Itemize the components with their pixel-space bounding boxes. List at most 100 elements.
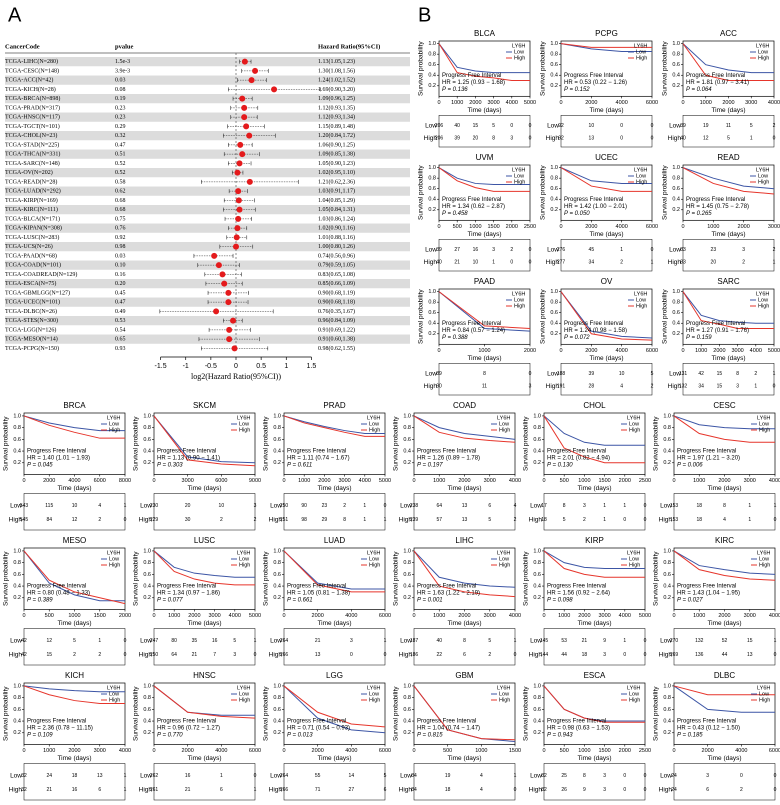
- hr-label: HR = 1.34 (0.97 − 1.86): [157, 591, 220, 597]
- x-tick-label: 0: [22, 613, 25, 619]
- y-tick-label: 0.8: [428, 52, 436, 58]
- x-tick-label: 4000: [345, 613, 357, 619]
- risk-count: 84: [411, 787, 417, 793]
- hr-label: HR = 2.36 (0.78 − 11.15): [27, 726, 93, 732]
- x-tick-label: 0: [282, 613, 285, 619]
- legend-title: LY6H: [107, 415, 120, 421]
- y-tick-label: 0.6: [13, 572, 21, 578]
- risk-count: 269: [670, 652, 679, 658]
- y-tick-label: 0.2: [428, 207, 436, 213]
- interval-label: Progress Free Interval: [27, 584, 86, 590]
- risk-group-label: High: [659, 651, 673, 658]
- risk-count: 19: [445, 773, 451, 779]
- x-tick-label: 0: [542, 478, 545, 484]
- x-tick-label: 8000: [119, 478, 131, 484]
- legend-title: LY6H: [634, 291, 647, 297]
- risk-count: 0: [644, 773, 647, 779]
- risk-table-frame: [543, 763, 646, 801]
- legend-label: High: [629, 697, 640, 703]
- legend-label: High: [109, 697, 120, 703]
- x-tick-label: -1.5: [155, 363, 167, 370]
- legend-title: LY6H: [512, 43, 525, 49]
- risk-group-label: High: [9, 516, 23, 523]
- risk-count: 2: [742, 259, 745, 265]
- risk-group-label: High: [546, 383, 560, 390]
- y-tick-label: 1.0: [663, 413, 671, 419]
- y-tick-label: 0.6: [273, 437, 281, 443]
- legend-title: LY6H: [757, 550, 770, 556]
- risk-group-label: High: [139, 516, 153, 523]
- y-axis-label: Survival probability: [263, 686, 270, 741]
- point: [225, 289, 232, 296]
- hazard-ratio: 1.03(0.86,1.24): [318, 215, 355, 222]
- legend-label: High: [514, 179, 525, 185]
- risk-table-frame: [682, 115, 775, 148]
- risk-count: 39: [436, 247, 442, 253]
- risk-table-frame: [23, 493, 126, 531]
- plot-frame: [153, 412, 256, 475]
- y-tick-label: 0.8: [273, 560, 281, 566]
- legend-label: High: [758, 179, 769, 185]
- interval-label: Progress Free Interval: [564, 73, 623, 79]
- panel-title: OV: [601, 277, 613, 286]
- point: [233, 234, 240, 241]
- hazard-ratio: 1.09(0.85,1.38): [318, 151, 355, 158]
- y-tick-label: 0.2: [550, 207, 558, 213]
- point: [221, 280, 228, 287]
- x-tick-label: 5000: [379, 478, 391, 484]
- x-tick-label: 1000: [478, 348, 490, 354]
- y-tick-label: 0.2: [533, 595, 541, 601]
- x-tick-label: 4000: [229, 613, 241, 619]
- risk-count: 5: [384, 773, 387, 779]
- row-band: [5, 75, 410, 85]
- point: [211, 252, 218, 259]
- risk-count: 1: [750, 135, 753, 141]
- risk-count: 0: [254, 652, 257, 658]
- risk-count: 5: [488, 638, 491, 644]
- risk-count: 239: [410, 517, 419, 523]
- risk-count: 6: [463, 652, 466, 658]
- risk-count: 53: [561, 638, 567, 644]
- legend-title: LY6H: [237, 685, 250, 691]
- x-tick-label: 500: [560, 478, 569, 484]
- risk-table-frame: [682, 239, 775, 272]
- x-tick-label: 2000: [182, 748, 194, 754]
- hr-label: HR = 1.24 (0.98 − 1.58): [564, 328, 627, 334]
- risk-count: 2: [514, 517, 517, 523]
- risk-table-frame: [438, 363, 531, 396]
- risk-count: 24: [46, 773, 52, 779]
- risk-count: 2: [510, 247, 513, 253]
- risk-count: 1: [220, 773, 223, 779]
- risk-count: 15: [717, 371, 723, 377]
- x-tick-label: 1: [284, 363, 288, 370]
- panel-title: ACC: [720, 29, 737, 38]
- point: [235, 188, 242, 195]
- legend-label: Low: [758, 173, 768, 179]
- y-tick-label: 0.8: [428, 176, 436, 182]
- risk-count: 0: [510, 259, 513, 265]
- x-tick-label: 0: [282, 478, 285, 484]
- legend-label: Low: [758, 49, 768, 55]
- risk-count: 3: [603, 652, 606, 658]
- survival-curve: [682, 291, 774, 324]
- risk-count: 18: [696, 517, 702, 523]
- cancer-code: TCGA-GBMLGG(N=127): [5, 289, 70, 296]
- p-label: P = 0.130: [547, 463, 573, 469]
- risk-count: 0: [124, 517, 127, 523]
- risk-count: 5: [233, 638, 236, 644]
- survival-curve: [543, 550, 645, 578]
- p-label: P = 0.045: [27, 463, 53, 469]
- risk-count: 206: [435, 135, 444, 141]
- survival-curve: [560, 43, 652, 48]
- plot-frame: [153, 547, 256, 610]
- x-tick-label: 6000: [769, 748, 780, 754]
- x-axis-label: Time (days): [589, 231, 623, 238]
- legend-label: Low: [759, 556, 769, 562]
- y-axis-label: Survival probability: [653, 416, 660, 471]
- p-label: P = 0.388: [442, 335, 468, 341]
- risk-count: 40: [436, 259, 442, 265]
- panel-title: CESC: [713, 401, 735, 410]
- legend-label: Low: [514, 49, 524, 55]
- risk-count: 92: [558, 135, 564, 141]
